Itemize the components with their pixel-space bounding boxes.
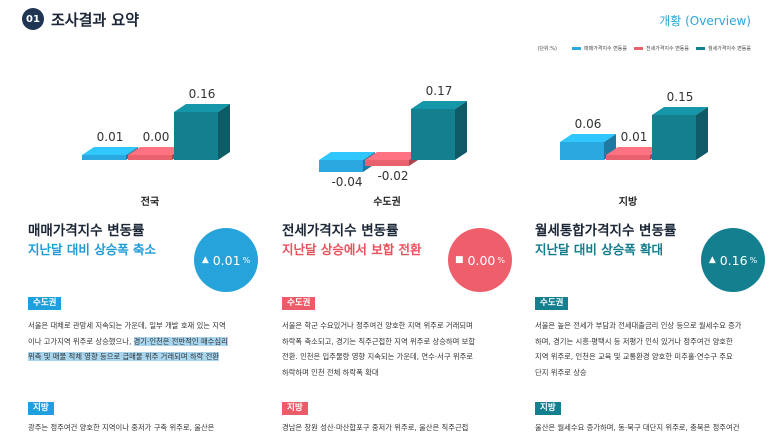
card-sale-subtitle: 지난달 대비 상승폭 축소: [28, 242, 157, 257]
text-line: 광주는 정주여건 양호한 지역이나 중저가 구축 위주로, 울산은: [28, 423, 215, 432]
legend-item-wolse: 월세가격지수 변동률: [696, 45, 751, 52]
bar-value-label: 0.06: [575, 117, 602, 131]
card-wolse-pct: %: [749, 255, 758, 265]
card-wolse-title: 월세통합가격지수 변동률: [535, 223, 677, 239]
up-triangle-icon: ▲: [708, 255, 716, 265]
section-title: 조사결과 요약: [51, 10, 140, 29]
tag-jeonse-capital: 수도권: [282, 297, 316, 310]
text-line: 하며, 경기는 시흥·평택시 등 저평가 인식 있거나 정주여건 양호한: [535, 336, 733, 346]
bar-value-label: 0.16: [189, 87, 216, 101]
text-line: 서울은 학군 수요있거나 정주여건 양호한 지역 위주로 거래되며: [282, 321, 473, 330]
bar-value-label: 0.01: [97, 130, 124, 144]
category-label: 전국: [141, 195, 159, 208]
card-sale-value: 0.01: [212, 252, 241, 268]
text-jeonse-capital: 서울은 학군 수요있거나 정주여건 양호한 지역 위주로 거래되며 하락폭 축소…: [282, 318, 504, 380]
card-wolse-circle: ▲ 0.16 %: [701, 228, 765, 292]
text-wolse-region: 울산은 월세수요 증가하며, 동·북구 대단지 위주로, 충북은 정주여건: [535, 420, 757, 435]
card-jeonse-pct: %: [497, 255, 505, 265]
card-wolse-value: 0.16: [719, 252, 748, 268]
square-icon: ■: [455, 255, 464, 265]
bar-수도권-2: [411, 101, 467, 160]
text-line: 지역 위주로, 인천은 교육 및 교통환경 양호한 미추홀·연수구 주요: [535, 352, 733, 361]
text-line: 전환. 인천은 입주물량 영향 지속되는 가운데, 연수·서구 위주로: [282, 352, 474, 361]
bar-value-label: -0.04: [331, 175, 362, 189]
legend-label-wolse: 월세가격지수 변동률: [708, 46, 751, 52]
card-wolse-subtitle: 지난달 대비 상승폭 확대: [535, 242, 664, 257]
text-line: 서울은 대체로 관망세 지속되는 가운데, 일부 개발 호재 있는 지역: [28, 321, 226, 330]
category-label: 수도권: [373, 196, 401, 208]
bar-chart: 0.01 0.00 0.16 전국 -0.04 -0.02 0.17 수도권 0.06 0.01 0…: [82, 84, 708, 208]
legend-item-jeonse: 전세가격지수 변동률: [634, 45, 689, 52]
bar-value-label: 0.00: [143, 130, 170, 144]
card-jeonse-subtitle: 지난달 상승에서 보합 전환: [282, 242, 422, 257]
tag-sale-region: 지방: [28, 402, 54, 415]
chart-legend: (단위:%) 매매가격지수 변동률 전세가격지수 변동률 월세가격지수 변동률: [537, 45, 751, 52]
card-sale-title: 매매가격지수 변동률: [28, 223, 145, 239]
text-line: 위축 및 매물 적체 영향 등으로 급매물 위주 거래되며 하락 전환: [28, 349, 250, 365]
highlight-text: 경기·인천은 전반적인 매수심리: [133, 336, 228, 346]
text-line: 하락폭 축소되고, 경기는 직주근접한 지역 위주로 상승하며 보합: [282, 336, 476, 346]
card-sale-circle: ▲ 0.01 %: [194, 228, 258, 292]
category-label: 지방: [619, 195, 638, 208]
legend-swatch-sale: [572, 47, 581, 50]
card-sale-pct: %: [242, 255, 251, 265]
text-sale-region: 광주는 정주여건 양호한 지역이나 중저가 구축 위주로, 울산은: [28, 420, 250, 435]
section-number-badge: 01: [22, 8, 44, 30]
section-header: 01 조사결과 요약: [22, 8, 139, 30]
highlight-text: 위축 및 매물 적체 영향 등으로 급매물 위주 거래되며 하락 전환: [28, 352, 220, 361]
tag-wolse-capital: 수도권: [535, 297, 569, 310]
bar-value-label: 0.01: [621, 130, 648, 144]
bar-value-label: -0.02: [377, 169, 408, 183]
legend-label-sale: 매매가격지수 변동률: [584, 46, 627, 52]
bar-지방-0: [560, 134, 616, 160]
card-jeonse-value: 0.00: [467, 252, 496, 268]
text-wolse-capital: 서울은 높은 전세가 부담과 전세대출금리 인상 등으로 월세수요 증가 하며,…: [535, 318, 757, 380]
bar-value-label: 0.17: [426, 84, 453, 98]
text-line: 서울은 높은 전세가 부담과 전세대출금리 인상 등으로 월세수요 증가: [535, 321, 742, 330]
overview-link[interactable]: 개황 (Overview): [659, 14, 751, 28]
tag-wolse-region: 지방: [535, 402, 561, 415]
card-sale: 매매가격지수 변동률 지난달 대비 상승폭 축소 ▲ 0.01 %: [28, 222, 268, 292]
text-line: 울산은 월세수요 증가하며, 동·북구 대단지 위주로, 충북은 정주여건: [535, 423, 740, 432]
bar-전국-2: [174, 104, 230, 160]
card-jeonse-title: 전세가격지수 변동률: [282, 223, 399, 239]
text-line: 이나 고가지역 위주로 상승했으나, 경기·인천은 전반적인 매수심리: [28, 336, 228, 346]
legend-unit: (단위:%): [537, 46, 557, 52]
bar-지방-2: [652, 107, 708, 160]
card-jeonse-circle: ■ 0.00 %: [448, 228, 512, 292]
card-wolse: 월세통합가격지수 변동률 지난달 대비 상승폭 확대 ▲ 0.16 %: [535, 222, 773, 292]
text-line: 경남은 창원 성산·마산합포구 중저가 위주로, 울산은 직주근접: [282, 423, 469, 432]
text-line: 하락하며 인천 전체 하락폭 확대: [282, 367, 379, 377]
bar-value-label: 0.15: [667, 90, 694, 104]
text-sale-capital: 서울은 대체로 관망세 지속되는 가운데, 일부 개발 호재 있는 지역 이나 …: [28, 318, 250, 365]
text-line: 단지 위주로 상승: [535, 367, 587, 377]
tag-sale-capital: 수도권: [28, 297, 62, 310]
legend-swatch-jeonse: [634, 47, 643, 50]
tag-jeonse-region: 지방: [282, 402, 308, 415]
legend-label-jeonse: 전세가격지수 변동률: [646, 46, 689, 52]
card-jeonse: 전세가격지수 변동률 지난달 상승에서 보합 전환 ■ 0.00 %: [282, 222, 522, 292]
legend-swatch-wolse: [696, 47, 705, 50]
up-triangle-icon: ▲: [201, 255, 209, 265]
legend-item-sale: 매매가격지수 변동률: [572, 45, 627, 52]
text-jeonse-region: 경남은 창원 성산·마산합포구 중저가 위주로, 울산은 직주근접: [282, 420, 504, 435]
